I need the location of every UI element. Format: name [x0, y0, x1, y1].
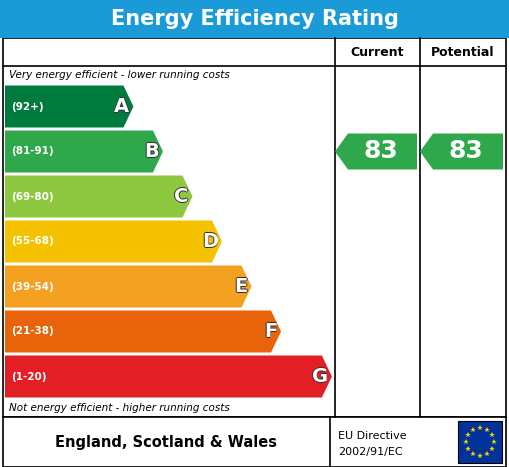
Polygon shape — [420, 134, 503, 170]
Text: B: B — [144, 142, 158, 161]
Text: E: E — [234, 276, 247, 295]
Text: E: E — [234, 277, 247, 296]
Text: E: E — [234, 277, 247, 296]
Text: A: A — [115, 96, 129, 115]
Text: F: F — [264, 321, 277, 340]
Bar — [3, 38, 506, 417]
Text: 2002/91/EC: 2002/91/EC — [338, 447, 403, 457]
Text: G: G — [312, 368, 328, 387]
Polygon shape — [335, 134, 417, 170]
Text: C: C — [174, 187, 188, 206]
Text: (39-54): (39-54) — [11, 282, 54, 291]
Text: A: A — [114, 97, 129, 116]
Polygon shape — [5, 311, 281, 353]
Text: C: C — [175, 187, 189, 206]
Text: D: D — [201, 232, 217, 251]
Polygon shape — [5, 85, 133, 127]
Text: B: B — [145, 142, 160, 161]
Text: (21-38): (21-38) — [11, 326, 54, 337]
Text: G: G — [313, 367, 329, 386]
Text: G: G — [312, 367, 328, 386]
Bar — [3, 417, 506, 467]
Text: (55-68): (55-68) — [11, 236, 54, 247]
Text: D: D — [202, 233, 218, 252]
Text: Not energy efficient - higher running costs: Not energy efficient - higher running co… — [9, 403, 230, 413]
Bar — [0, 0, 509, 38]
Polygon shape — [5, 176, 192, 218]
Text: A: A — [115, 98, 129, 117]
Text: F: F — [264, 323, 277, 342]
Text: 83: 83 — [448, 140, 484, 163]
Bar — [458, 421, 502, 463]
Text: Very energy efficient - lower running costs: Very energy efficient - lower running co… — [9, 70, 230, 80]
Text: D: D — [203, 232, 219, 251]
Text: C: C — [174, 187, 188, 206]
Text: B: B — [144, 143, 159, 162]
Text: A: A — [115, 97, 130, 116]
Text: D: D — [202, 232, 218, 251]
Polygon shape — [5, 130, 163, 172]
Text: Potential: Potential — [431, 45, 495, 58]
Text: F: F — [264, 322, 277, 341]
Text: B: B — [144, 142, 159, 161]
Text: F: F — [263, 322, 276, 341]
Text: C: C — [174, 188, 188, 207]
Text: F: F — [265, 322, 278, 341]
Text: G: G — [311, 367, 327, 386]
Text: E: E — [234, 278, 247, 297]
Text: Current: Current — [351, 45, 404, 58]
Text: England, Scotland & Wales: England, Scotland & Wales — [55, 434, 277, 450]
Polygon shape — [5, 220, 222, 262]
Text: C: C — [174, 186, 188, 205]
Polygon shape — [5, 355, 332, 397]
Text: (69-80): (69-80) — [11, 191, 53, 201]
Text: EU Directive: EU Directive — [338, 431, 407, 441]
Text: A: A — [115, 97, 129, 116]
Text: (81-91): (81-91) — [11, 147, 53, 156]
Text: G: G — [312, 366, 328, 385]
Text: (1-20): (1-20) — [11, 372, 46, 382]
Text: B: B — [144, 142, 159, 160]
Text: (92+): (92+) — [11, 101, 44, 112]
Text: 83: 83 — [363, 140, 398, 163]
Text: Energy Efficiency Rating: Energy Efficiency Rating — [110, 9, 399, 29]
Polygon shape — [5, 266, 251, 307]
Text: E: E — [235, 277, 248, 296]
Text: D: D — [202, 231, 218, 250]
